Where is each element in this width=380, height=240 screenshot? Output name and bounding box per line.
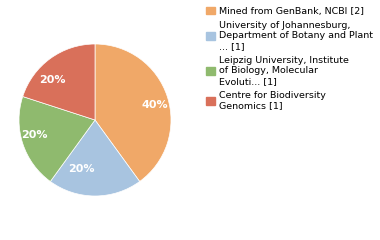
Text: 20%: 20% [68,164,95,174]
Wedge shape [23,44,95,120]
Text: 20%: 20% [22,130,48,140]
Wedge shape [95,44,171,181]
Wedge shape [50,120,140,196]
Legend: Mined from GenBank, NCBI [2], University of Johannesburg,
Department of Botany a: Mined from GenBank, NCBI [2], University… [204,5,375,112]
Text: 20%: 20% [40,75,66,85]
Wedge shape [19,96,95,181]
Text: 40%: 40% [142,100,169,110]
